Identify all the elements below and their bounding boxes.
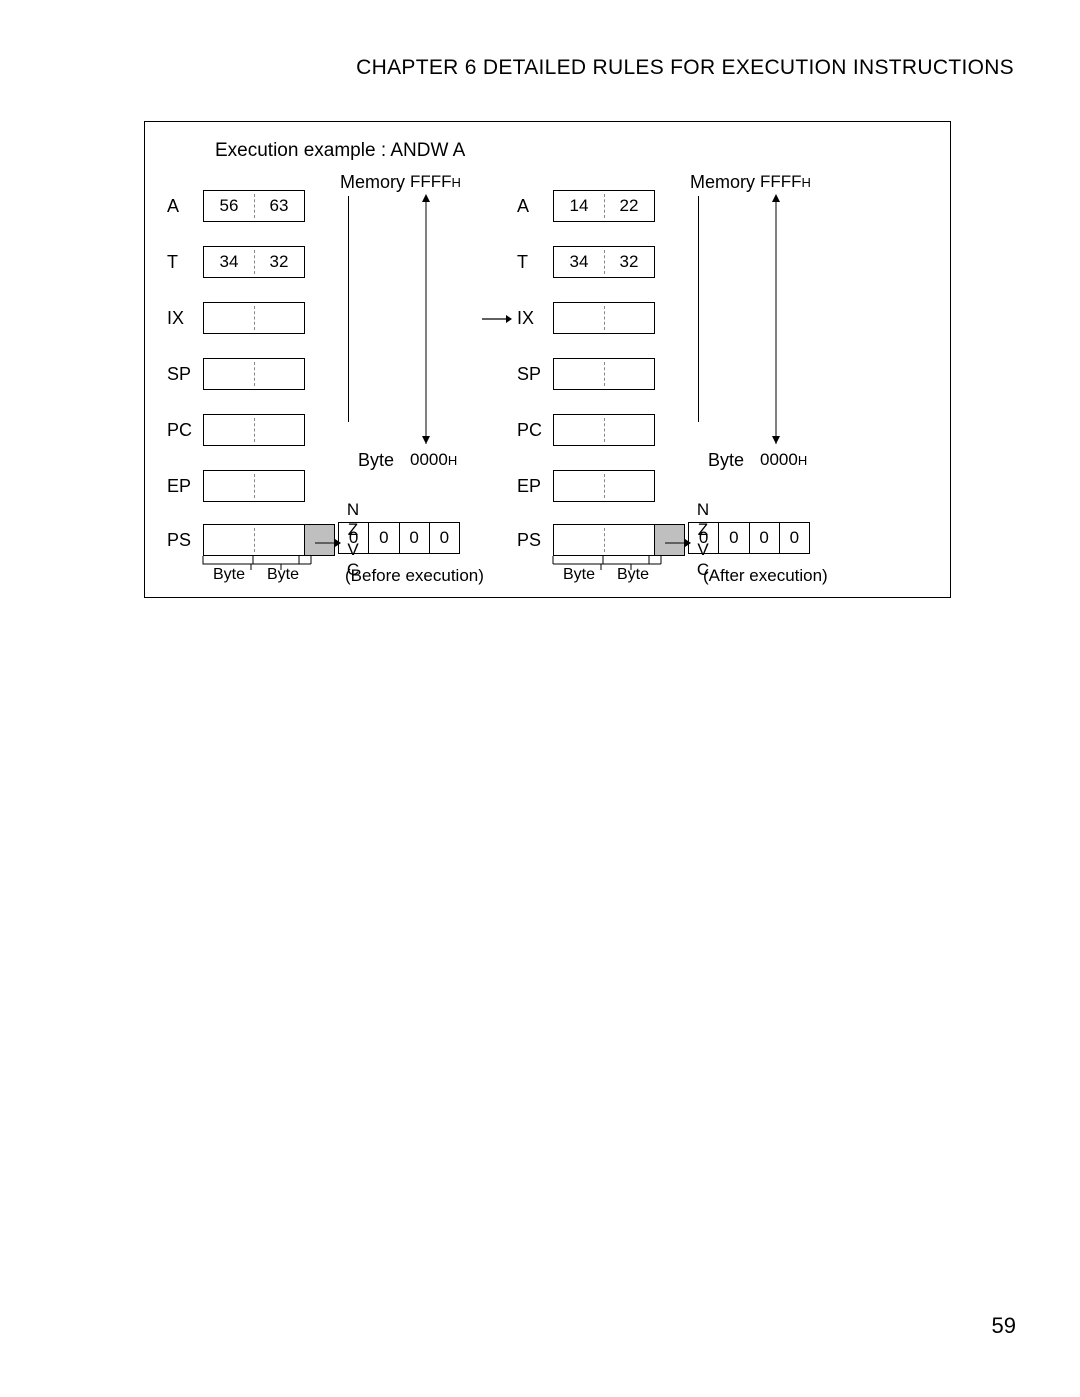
memory-column: Memory FFFFH Byte 0000H (690, 172, 840, 532)
before-caption: (Before execution) (345, 566, 484, 586)
flag-value: 0 (339, 523, 369, 553)
reg-box (203, 470, 305, 502)
reg-box (553, 358, 655, 390)
reg-box (553, 470, 655, 502)
reg-value: 14 (554, 191, 604, 221)
byte-label: Byte (267, 566, 299, 584)
reg-label: A (167, 196, 195, 217)
reg-label: PS (167, 530, 195, 551)
flag-box: 0 0 0 0 (688, 522, 810, 554)
reg-box: 56 63 (203, 190, 305, 222)
reg-box: 14 22 (553, 190, 655, 222)
reg-label: T (167, 252, 195, 273)
reg-label: PC (167, 420, 195, 441)
figure-title: Execution example : ANDW A (215, 140, 465, 162)
reg-box: 34 32 (203, 246, 305, 278)
memory-arrow-icon (420, 194, 432, 444)
reg-box: 34 32 (553, 246, 655, 278)
panel-before: A 56 63 T 34 32 IX SP (145, 172, 495, 582)
flag-value: 0 (689, 523, 719, 553)
memory-line (698, 196, 699, 422)
reg-box (203, 414, 305, 446)
byte-label: Byte (213, 566, 245, 584)
reg-label: T (517, 252, 545, 273)
reg-label: EP (167, 476, 195, 497)
reg-value: 34 (554, 247, 604, 277)
flag-value: 0 (780, 523, 809, 553)
reg-value: 63 (254, 191, 304, 221)
memory-byte-label: Byte (358, 450, 394, 471)
reg-box (203, 358, 305, 390)
reg-box (553, 414, 655, 446)
reg-value: 32 (254, 247, 304, 277)
memory-column: Memory FFFFH Byte 0000H (340, 172, 490, 532)
reg-value: 22 (604, 191, 654, 221)
reg-value: 34 (204, 247, 254, 277)
memory-top-addr: FFFFH (410, 172, 461, 192)
after-caption: (After execution) (703, 566, 828, 586)
memory-line (348, 196, 349, 422)
reg-label: SP (517, 364, 545, 385)
flag-box: 0 0 0 0 (338, 522, 460, 554)
memory-label: Memory (690, 172, 755, 193)
reg-label: IX (517, 308, 545, 329)
flag-value: 0 (400, 523, 430, 553)
chapter-header: CHAPTER 6 DETAILED RULES FOR EXECUTION I… (356, 56, 1014, 80)
flag-value: 0 (719, 523, 749, 553)
panel-after: A 14 22 T 34 32 IX SP (495, 172, 845, 582)
flag-value: 0 (750, 523, 780, 553)
reg-value: 56 (204, 191, 254, 221)
byte-label: Byte (563, 566, 595, 584)
memory-byte-label: Byte (708, 450, 744, 471)
memory-top-addr: FFFFH (760, 172, 811, 192)
reg-label: SP (167, 364, 195, 385)
reg-value: 32 (604, 247, 654, 277)
memory-bottom-addr: 0000H (410, 450, 457, 470)
reg-label: PS (517, 530, 545, 551)
flag-value: 0 (369, 523, 399, 553)
byte-label: Byte (617, 566, 649, 584)
page-number: 59 (992, 1313, 1016, 1339)
memory-label: Memory (340, 172, 405, 193)
reg-label: PC (517, 420, 545, 441)
flag-value: 0 (430, 523, 459, 553)
page: CHAPTER 6 DETAILED RULES FOR EXECUTION I… (0, 0, 1080, 1397)
reg-label: IX (167, 308, 195, 329)
reg-box (203, 302, 305, 334)
memory-arrow-icon (770, 194, 782, 444)
memory-bottom-addr: 0000H (760, 450, 807, 470)
reg-label: A (517, 196, 545, 217)
reg-label: EP (517, 476, 545, 497)
figure-box: Execution example : ANDW A A 56 63 T 34 (144, 121, 951, 598)
reg-box (553, 302, 655, 334)
